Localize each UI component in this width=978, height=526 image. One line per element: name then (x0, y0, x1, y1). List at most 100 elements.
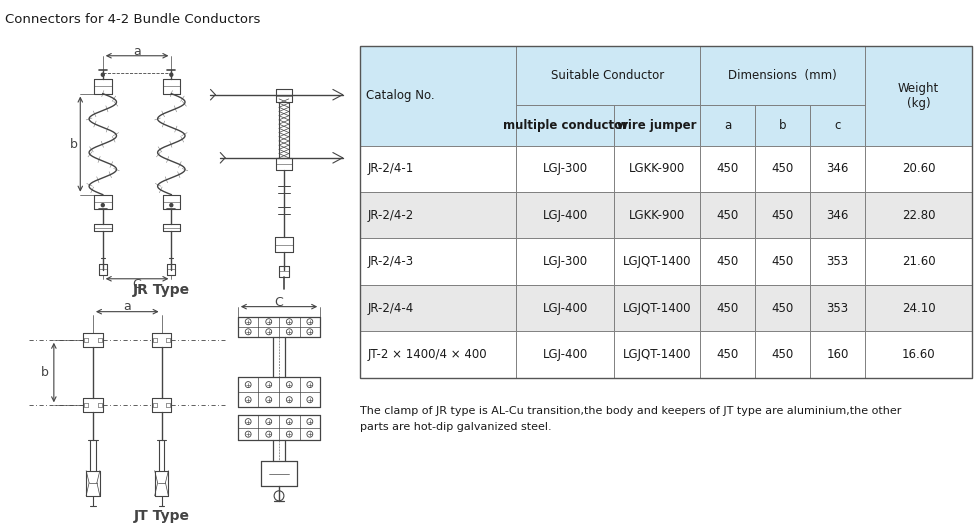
Bar (613, 146, 699, 192)
Bar (754, 192, 809, 238)
Bar (754, 105, 809, 146)
Bar (699, 238, 754, 285)
Bar (809, 238, 865, 285)
Bar (360, 46, 515, 146)
Text: Connectors for 4-2 Bundle Conductors: Connectors for 4-2 Bundle Conductors (5, 13, 260, 26)
Bar (515, 105, 613, 146)
Bar (360, 285, 515, 331)
Text: 450: 450 (716, 209, 737, 222)
Text: 346: 346 (825, 163, 848, 175)
Bar (865, 192, 971, 238)
Bar (809, 105, 865, 146)
Bar (613, 331, 699, 378)
Bar (613, 285, 699, 331)
Text: JT-2 × 1400/4 × 400: JT-2 × 1400/4 × 400 (367, 348, 487, 361)
Text: JR-2/4-3: JR-2/4-3 (367, 255, 414, 268)
Text: 450: 450 (771, 301, 793, 315)
Text: 450: 450 (771, 255, 793, 268)
Text: LGJ-400: LGJ-400 (542, 348, 587, 361)
Text: JR Type: JR Type (133, 282, 190, 297)
Bar (360, 46, 971, 378)
Text: JR-2/4-2: JR-2/4-2 (367, 209, 414, 222)
Bar (699, 105, 754, 146)
Bar (515, 146, 613, 192)
Text: 22.80: 22.80 (901, 209, 934, 222)
Bar (613, 105, 699, 146)
Text: b: b (41, 366, 49, 379)
Text: C: C (275, 296, 283, 309)
Text: b: b (778, 119, 785, 132)
Bar (809, 192, 865, 238)
Text: 450: 450 (771, 348, 793, 361)
Text: LGJQT-1400: LGJQT-1400 (622, 301, 690, 315)
Bar (699, 146, 754, 192)
Text: 353: 353 (825, 255, 848, 268)
Text: 450: 450 (716, 348, 737, 361)
Bar (699, 192, 754, 238)
Bar (360, 238, 515, 285)
Text: Catalog No.: Catalog No. (366, 89, 434, 103)
Circle shape (101, 204, 104, 207)
Text: LGKK-900: LGKK-900 (628, 209, 685, 222)
Text: 21.60: 21.60 (901, 255, 934, 268)
Text: 24.10: 24.10 (901, 301, 934, 315)
Bar (809, 146, 865, 192)
Bar (809, 285, 865, 331)
Text: JR-2/4-4: JR-2/4-4 (367, 301, 414, 315)
Text: multiple conductor: multiple conductor (503, 119, 627, 132)
Bar (865, 238, 971, 285)
Bar (360, 331, 515, 378)
Text: 353: 353 (825, 301, 848, 315)
Bar (515, 285, 613, 331)
Text: C: C (133, 278, 141, 290)
Bar (754, 238, 809, 285)
Bar (515, 192, 613, 238)
Text: 450: 450 (716, 255, 737, 268)
Text: 346: 346 (825, 209, 848, 222)
Bar (515, 238, 613, 285)
Text: Suitable Conductor: Suitable Conductor (551, 69, 664, 83)
Bar (613, 238, 699, 285)
Text: LGJ-400: LGJ-400 (542, 209, 587, 222)
Text: JT Type: JT Type (133, 509, 190, 523)
Bar (699, 331, 754, 378)
Bar (809, 331, 865, 378)
Bar (699, 46, 865, 105)
Bar (865, 285, 971, 331)
Text: wire jumper: wire jumper (617, 119, 696, 132)
Text: JR-2/4-1: JR-2/4-1 (367, 163, 414, 175)
Text: a: a (123, 300, 131, 313)
Text: Dimensions  (mm): Dimensions (mm) (728, 69, 836, 83)
Bar (613, 192, 699, 238)
Text: 16.60: 16.60 (901, 348, 934, 361)
Bar (515, 46, 699, 105)
Text: 160: 160 (825, 348, 848, 361)
Bar (865, 146, 971, 192)
Bar (865, 46, 971, 146)
Text: 450: 450 (771, 209, 793, 222)
Text: LGJ-300: LGJ-300 (542, 163, 587, 175)
Text: c: c (833, 119, 840, 132)
Bar (360, 192, 515, 238)
Circle shape (101, 73, 104, 76)
Text: a: a (723, 119, 731, 132)
Text: 450: 450 (716, 163, 737, 175)
Text: The clamp of JR type is AL-Cu transition,the body and keepers of JT type are alu: The clamp of JR type is AL-Cu transition… (360, 406, 901, 432)
Bar (865, 331, 971, 378)
Circle shape (169, 73, 172, 76)
Text: LGJ-400: LGJ-400 (542, 301, 587, 315)
Text: LGJ-300: LGJ-300 (542, 255, 587, 268)
Text: LGJQT-1400: LGJQT-1400 (622, 348, 690, 361)
Bar (754, 146, 809, 192)
Text: 450: 450 (716, 301, 737, 315)
Text: Weight
(kg): Weight (kg) (897, 82, 938, 110)
Text: 20.60: 20.60 (901, 163, 934, 175)
Text: LGKK-900: LGKK-900 (628, 163, 685, 175)
Text: 450: 450 (771, 163, 793, 175)
Text: LGJQT-1400: LGJQT-1400 (622, 255, 690, 268)
Bar (515, 331, 613, 378)
Bar (754, 331, 809, 378)
Bar (699, 285, 754, 331)
Bar (754, 285, 809, 331)
Text: b: b (69, 138, 77, 150)
